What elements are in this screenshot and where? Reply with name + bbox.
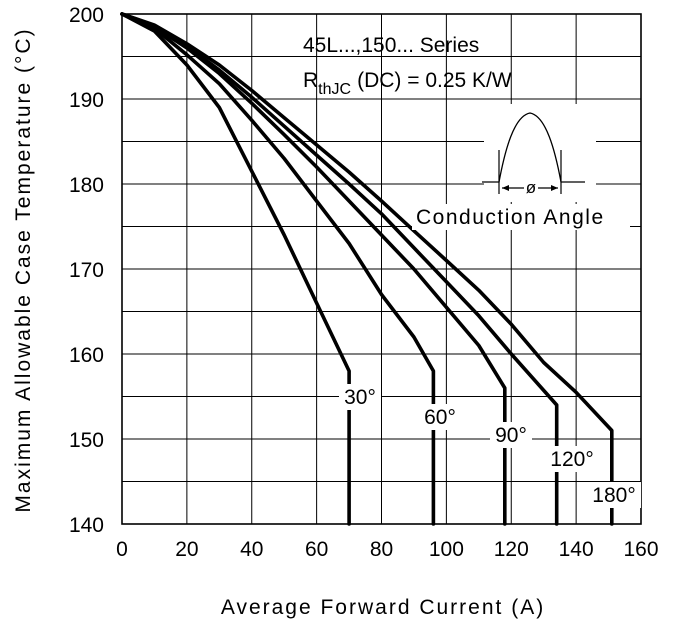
y-tick-label: 180 [69, 174, 104, 197]
y-tick-label: 140 [69, 514, 104, 537]
series-label-background [545, 446, 599, 472]
arrow-heads-icon [502, 185, 558, 191]
phi-background [524, 178, 538, 196]
x-tick-label: 160 [623, 538, 658, 561]
series-label: 30° [344, 386, 376, 409]
series-label: 60° [424, 406, 456, 429]
series-line [120, 12, 559, 526]
series-label-background [419, 404, 461, 430]
series-label: 90° [495, 424, 527, 447]
plot-frame [121, 13, 642, 525]
series-line [120, 12, 614, 526]
x-tick-label: 40 [240, 538, 263, 561]
series-line [120, 12, 351, 526]
x-tick-label: 60 [305, 538, 328, 561]
conduction-angle-inset: ø Conduction Angle [412, 104, 630, 230]
sine-pulse-icon [482, 112, 585, 183]
series-label-background [490, 422, 532, 448]
series-label: 120° [550, 448, 593, 471]
y-tick-label: 200 [69, 4, 104, 27]
series-annotation: 45L...,150... Series [303, 34, 479, 57]
rthjc-subscript: thJC [318, 81, 351, 98]
y-tick-label: 170 [69, 259, 104, 282]
series-label-background [587, 482, 641, 508]
rthjc-main: R [303, 69, 318, 92]
x-tick-label: 0 [116, 538, 128, 561]
conduction-label-background [412, 204, 630, 230]
inset-background [484, 104, 596, 202]
y-axis-title: Maximum Allowable Case Temperature (°C) [12, 27, 35, 512]
x-axis-title: Average Forward Current (A) [221, 596, 545, 619]
rthjc-rest: (DC) = 0.25 K/W [357, 69, 512, 92]
series-label-background [339, 384, 381, 410]
phi-symbol: ø [526, 178, 536, 197]
annotation-block: 45L...,150... Series RthJC (DC) = 0.25 K/… [303, 34, 512, 98]
conduction-angle-label: Conduction Angle [416, 206, 605, 229]
x-tick-label: 20 [175, 538, 198, 561]
x-tick-label: 120 [494, 538, 529, 561]
x-tick-label: 100 [429, 538, 464, 561]
series-labels: 30° 60° 90° 120° 180° [339, 384, 641, 508]
series-group [120, 12, 614, 526]
series-line [120, 12, 436, 526]
x-tick-label: 80 [370, 538, 393, 561]
tick-labels: 0 20 40 60 80 100 120 140 160 140 150 160 170 180 190 2… [69, 4, 659, 561]
series-label: 180° [592, 484, 635, 507]
y-tick-label: 160 [69, 344, 104, 367]
y-tick-label: 190 [69, 89, 104, 112]
rthjc-annotation: RthJC (DC) = 0.25 K/W [303, 69, 512, 98]
x-tick-label: 140 [559, 538, 594, 561]
y-tick-label: 150 [69, 429, 104, 452]
